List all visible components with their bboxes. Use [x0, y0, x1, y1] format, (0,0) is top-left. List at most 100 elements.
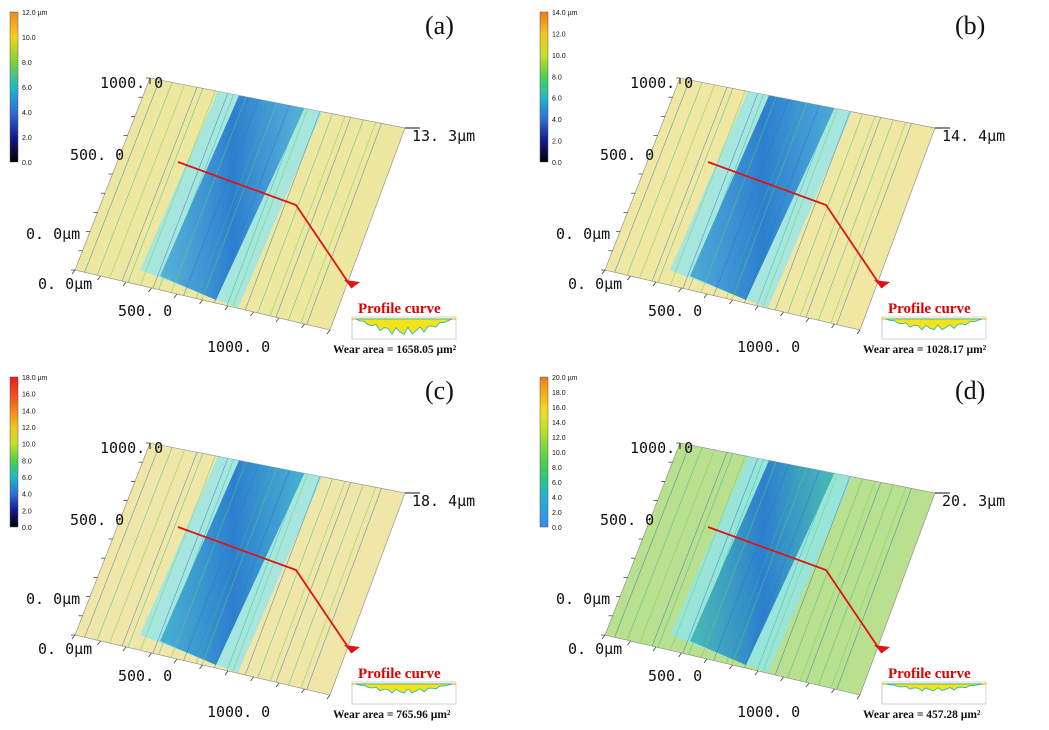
surface-streak	[756, 107, 833, 307]
axis-tick	[301, 323, 305, 329]
color-scale-tick: 20.0 µm	[552, 375, 578, 382]
axis-tick	[729, 299, 733, 305]
x-axis-mid-label: 500. 0	[648, 667, 702, 685]
surface-streak	[195, 466, 272, 665]
panel-d: 20.0 µm 18.0 16.0 14.0 12.0 10.0 8.0 6.0 4.0 2.0 0…	[530, 365, 1049, 725]
axis-tick	[780, 676, 784, 682]
color-scale-tick: 10.0	[552, 53, 566, 60]
y-axis-mid-label: 500. 0	[70, 511, 124, 529]
surface-streak	[743, 105, 820, 304]
panel-c: 18.0 µm 16.0 14.0 12.0 10.0 8.0 6.0 4.0 2.0 0.0 (…	[0, 365, 520, 725]
axis-tick	[729, 664, 733, 670]
z-axis-max-label: 18. 4µm	[412, 492, 475, 510]
color-scale-tick: 12.0	[22, 425, 36, 432]
axis-tick	[148, 287, 152, 293]
color-scale-bar: 12.0 µm 10.0 8.0 6.0 4.0 2.0 0.0	[9, 10, 48, 167]
surface-streak	[158, 459, 234, 656]
profile-curve-label: Profile curve	[358, 666, 441, 682]
axis-tick	[627, 275, 631, 281]
wear-area-value: Wear area = 1028.17 µm²	[863, 344, 987, 356]
surface-streak	[657, 453, 734, 648]
surface-streak	[651, 87, 728, 282]
surface-streak	[152, 93, 229, 289]
surface-streak	[805, 117, 882, 319]
surface-streak	[96, 82, 173, 276]
color-scale-tick: 4.0	[552, 117, 562, 124]
surface-streak	[287, 120, 364, 322]
axis-tick	[627, 640, 631, 646]
surface-streak	[275, 482, 352, 684]
surface-streak	[269, 481, 346, 682]
color-scale-tick: 10.0	[552, 450, 566, 457]
surface-streak	[756, 472, 833, 672]
surface-streak	[201, 102, 278, 301]
axis-tick	[250, 676, 254, 682]
axis-tick	[71, 634, 76, 640]
color-scale-tick: 18.0 µm	[22, 375, 48, 382]
profile-line	[177, 161, 360, 289]
surface-streak	[830, 122, 906, 325]
color-scale-tick: 14.0	[22, 408, 36, 415]
origin-label: 0. 0µm	[556, 225, 610, 243]
axis-tick	[703, 658, 708, 664]
axis-tick	[97, 275, 101, 281]
profile-curve-inset: Profile curve Wear area = 1028.17 µm²	[863, 301, 987, 356]
surface-streak	[244, 111, 321, 311]
surface-streak	[669, 455, 746, 651]
panel-label: (d)	[955, 376, 985, 405]
surface-streak	[713, 99, 789, 297]
surface-streak	[657, 88, 734, 283]
surface-streak	[805, 482, 882, 684]
surface-streak	[700, 461, 777, 659]
surface-streak	[774, 476, 851, 676]
y-axis-mid-label: 500. 0	[70, 146, 124, 164]
panel-a: 12.0 µm 10.0 8.0 6.0 4.0 2.0 0.0 (a) 1000. 0 5…	[0, 0, 520, 360]
surface-plot	[601, 77, 950, 335]
surface-streak	[127, 453, 204, 648]
axis-tick	[856, 329, 861, 335]
axis-tick	[224, 670, 229, 676]
surface-streak	[774, 111, 851, 311]
color-scale-tick: 14.0 µm	[552, 10, 578, 17]
surface-streak	[257, 478, 333, 679]
surface-streak	[688, 94, 764, 291]
surface-streak	[743, 470, 820, 669]
profile-curve-inset: Profile curve Wear area = 765.96 µm²	[333, 666, 457, 721]
axis-tick	[678, 652, 682, 658]
wear-surface-figure: 20.0 µm 18.0 16.0 14.0 12.0 10.0 8.0 6.0 4.0 2.0 0…	[539, 375, 1005, 721]
axis-tick	[199, 299, 203, 305]
axis-tick	[856, 694, 861, 700]
color-scale-tick: 4.0	[22, 492, 32, 499]
axis-tick	[805, 682, 810, 688]
surface-streak	[817, 485, 894, 687]
surface-streak	[762, 474, 838, 673]
surface-streak	[713, 464, 789, 662]
x-axis-max-label: 1000. 0	[207, 703, 270, 721]
surface-streak	[817, 120, 894, 322]
z-axis-max-label: 20. 3µm	[942, 492, 1005, 510]
x-axis-max-label: 1000. 0	[737, 703, 800, 721]
surface-streak	[626, 82, 703, 276]
color-scale-tick: 4.0	[552, 495, 562, 502]
color-scale-tick: 8.0	[22, 60, 32, 67]
color-scale-tick: 8.0	[552, 465, 562, 472]
y-axis-max-label: 1000. 0	[630, 74, 693, 92]
profile-curve-label: Profile curve	[358, 301, 441, 317]
axis-tick	[678, 287, 682, 293]
surface-streak	[84, 79, 160, 273]
surface-plot	[601, 442, 950, 700]
surface-streak	[305, 488, 382, 691]
surface-streak	[799, 481, 876, 682]
x-axis-origin-label: 0. 0µm	[568, 275, 622, 293]
surface-streak	[787, 113, 863, 314]
y-axis-max-label: 1000. 0	[100, 439, 163, 457]
x-axis-mid-label: 500. 0	[118, 667, 172, 685]
axis-tick	[224, 305, 229, 311]
y-axis-max-label: 1000. 0	[630, 439, 693, 457]
surface-streak	[109, 449, 185, 644]
origin-label: 0. 0µm	[26, 590, 80, 608]
wear-area-value: Wear area = 457.28 µm²	[863, 709, 981, 721]
surface-streak	[731, 102, 808, 301]
axis-tick	[652, 281, 657, 287]
axis-tick	[780, 311, 784, 317]
